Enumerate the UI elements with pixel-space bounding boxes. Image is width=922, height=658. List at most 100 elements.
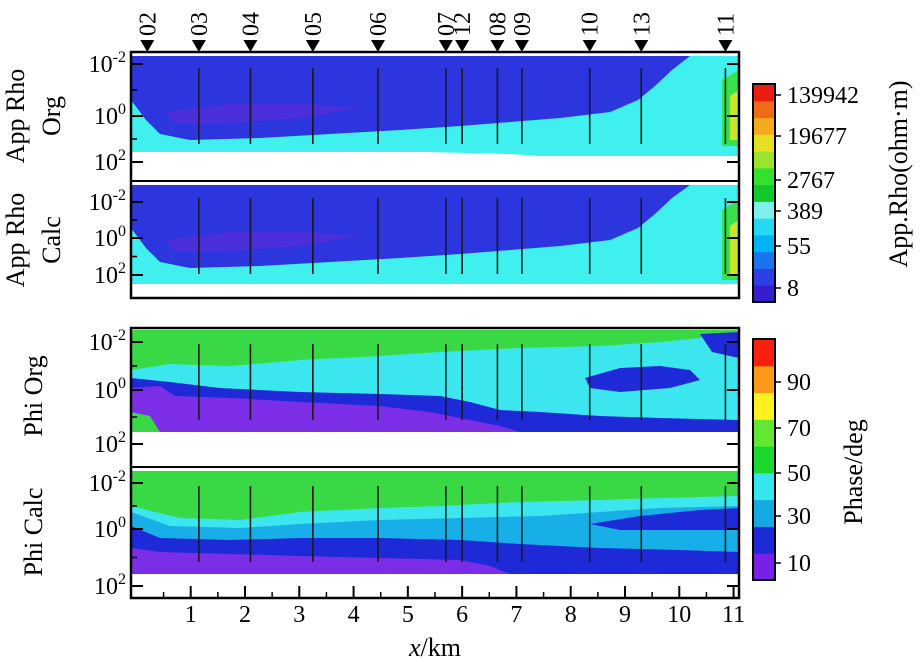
y-tick-label: 100 — [94, 101, 126, 130]
x-axis-label: x/km — [408, 633, 461, 658]
y-tick-label: 10-2 — [89, 327, 126, 356]
colorbar-tick-label: 70 — [787, 416, 811, 442]
x-tick-label: 2 — [239, 602, 251, 628]
colorbar-swatch — [753, 100, 775, 119]
panel-phi-org — [131, 328, 739, 465]
station-marker-13 — [634, 40, 649, 52]
y-tick-label: 102 — [94, 260, 126, 289]
rho-calc-high-core — [730, 220, 739, 276]
x-tick-label: 1 — [185, 602, 197, 628]
colorbar-swatch — [753, 365, 775, 394]
y-tick-label: 102 — [94, 571, 126, 600]
panel-ylabel: Org — [37, 96, 66, 136]
colorbar-swatch — [753, 472, 775, 501]
x-tick-label: 7 — [510, 602, 522, 628]
station-marker-07 — [438, 40, 453, 52]
colorbar-swatch — [753, 392, 775, 420]
colorbar-swatch — [753, 553, 775, 581]
colorbar-tick-label: 50 — [787, 461, 811, 487]
x-tick-label: 8 — [565, 602, 577, 628]
panel-app-rho-calc — [131, 182, 739, 298]
station-marker-12 — [455, 40, 470, 52]
colorbar-swatch — [753, 201, 775, 219]
x-tick-label: 11 — [722, 602, 745, 628]
frame-rho-upper — [129, 50, 741, 300]
x-tick-label: 9 — [619, 602, 631, 628]
colorbar-rho: 139942 19677 2767 389 55 8 — [752, 83, 859, 303]
colorbar-phase-label: Phase/deg — [839, 419, 868, 524]
colorbar-swatch — [753, 446, 775, 474]
colorbar-rho-label: App.Rho(ohm·m) — [884, 80, 913, 267]
x-tick-label: 4 — [348, 602, 360, 628]
colorbar-frame — [752, 83, 776, 303]
colorbar-swatch — [753, 251, 775, 269]
colorbar-swatch — [753, 84, 775, 102]
y-tick-label: 10-2 — [89, 49, 126, 78]
phi-calc-blue-wedge — [590, 508, 739, 530]
colorbar-swatch — [753, 419, 775, 447]
phi-org-violet-base — [131, 386, 520, 432]
station-marker-05 — [305, 40, 320, 52]
colorbar-swatch — [753, 184, 775, 202]
colorbar-swatch — [753, 339, 775, 367]
y-tick-label: 102 — [94, 147, 126, 176]
panel-phi-calc — [131, 469, 739, 598]
station-label-12: 12 — [450, 12, 476, 36]
colorbar-tick-label: 139942 — [787, 83, 859, 109]
y-tick-label: 100 — [94, 375, 126, 404]
station-marker-09 — [514, 40, 529, 52]
station-marker-02 — [140, 40, 155, 52]
station-marker-08 — [490, 40, 505, 52]
x-tick-label: 5 — [402, 602, 414, 628]
colorbar-swatch — [753, 268, 775, 286]
y-tick-label: 100 — [94, 223, 126, 252]
x-tick-label: 10 — [667, 602, 691, 628]
panel-ylabel: App Rho — [1, 193, 30, 288]
y-tick-label: 102 — [94, 429, 126, 458]
station-label-08: 08 — [485, 12, 511, 36]
colorbar-swatch — [753, 526, 775, 554]
colorbar-phase: 90 70 50 30 10 — [752, 338, 811, 581]
y-tick-label: 10-2 — [89, 187, 126, 216]
station-label-06: 06 — [366, 12, 392, 36]
colorbar-swatch — [753, 285, 775, 303]
phi-org-blue-lens — [585, 366, 700, 392]
panel-ylabel: Phi Calc — [19, 488, 48, 577]
panel-ylabel: App Rho — [1, 69, 30, 164]
colorbar-tick-label: 19677 — [787, 124, 847, 150]
station-label-05: 05 — [301, 12, 327, 36]
colorbar-tick-label: 8 — [787, 276, 799, 302]
phi-calc-violet-base — [131, 548, 510, 574]
colorbar-swatch — [753, 218, 775, 236]
rho-calc-deep-body — [165, 232, 360, 252]
station-label-07: 07 — [434, 12, 460, 36]
station-marker-11 — [718, 40, 733, 52]
phi-org-edge-green — [131, 412, 160, 432]
station-label-11: 11 — [713, 13, 739, 36]
colorbar-swatch — [753, 134, 775, 152]
phi-org-cyan-pocket — [470, 380, 560, 400]
colorbar-tick-label: 10 — [787, 551, 811, 577]
y-tick-label: 10-2 — [89, 468, 126, 497]
station-marker-10 — [582, 40, 597, 52]
phi-org-right-blue — [700, 332, 739, 358]
rho-org-deep-body — [165, 104, 360, 124]
station-label-04: 04 — [238, 12, 264, 36]
station-label-10: 10 — [578, 12, 604, 36]
station-marker-06 — [371, 40, 385, 52]
station-label-03: 03 — [187, 12, 213, 36]
panel-ylabel: Calc — [37, 216, 66, 264]
x-tick-label: 3 — [293, 602, 305, 628]
station-label-02: 02 — [135, 12, 161, 36]
station-label-13: 13 — [629, 12, 655, 36]
colorbar-swatch — [753, 167, 775, 186]
panel-ylabel: Phi Org — [19, 355, 48, 436]
colorbar-swatch — [753, 234, 775, 253]
x-tick-label: 6 — [456, 602, 468, 628]
colorbar-frame — [752, 338, 776, 581]
colorbar-swatch — [753, 151, 775, 169]
colorbar-tick-label: 30 — [787, 504, 811, 530]
